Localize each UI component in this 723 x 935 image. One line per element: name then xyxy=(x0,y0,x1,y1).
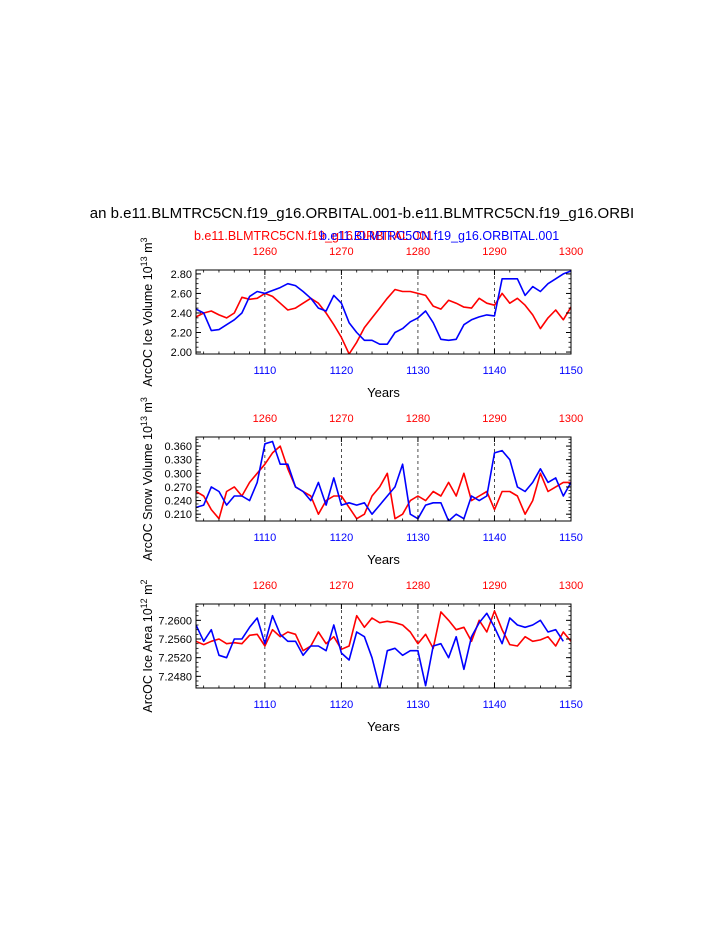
y-label-part: ArcOC Ice Area 10 xyxy=(141,608,155,712)
x-tick-label-top: 1290 xyxy=(482,246,506,258)
x-tick-label-bottom: 1150 xyxy=(559,699,583,711)
x-tick-label-bottom: 1150 xyxy=(559,532,583,544)
y-tick-label: 0.330 xyxy=(164,455,192,467)
series-line-blue xyxy=(196,440,571,521)
x-tick-label-top: 1300 xyxy=(559,246,583,258)
x-tick-label-top: 1280 xyxy=(406,413,430,425)
x-tick-label-bottom: 1120 xyxy=(330,532,354,544)
x-tick-label-bottom: 1110 xyxy=(253,532,276,544)
x-tick-label-top: 1270 xyxy=(329,580,353,592)
y-label-exponent: 3 xyxy=(139,237,149,242)
y-label-part: m xyxy=(141,584,155,598)
chart-title: an b.e11.BLMTRC5CN.f19_g16.ORBITAL.001-b… xyxy=(90,205,634,222)
x-axis-label: Years xyxy=(367,552,400,567)
x-tick-label-bottom: 1140 xyxy=(483,365,507,377)
y-tick-label: 2.60 xyxy=(171,288,192,300)
y-tick-label: 0.240 xyxy=(164,496,192,508)
y-tick-label: 2.40 xyxy=(171,308,192,320)
y-tick-label: 2.00 xyxy=(171,347,192,359)
x-tick-label-bottom: 1110 xyxy=(253,699,276,711)
series-line-red xyxy=(196,288,571,354)
x-tick-label-bottom: 1140 xyxy=(483,699,507,711)
y-tick-label: 0.270 xyxy=(164,482,192,494)
x-tick-label-top: 1290 xyxy=(482,580,506,592)
plot-frame xyxy=(195,603,572,689)
y-label-exponent: 2 xyxy=(139,579,149,584)
y-tick-label: 7.2560 xyxy=(158,634,192,646)
y-label-exponent: 12 xyxy=(139,598,149,608)
y-tick-label: 7.2520 xyxy=(158,653,192,665)
series-line-blue xyxy=(196,612,564,688)
series-line-red xyxy=(196,445,571,520)
x-tick-label-top: 1290 xyxy=(482,413,506,425)
y-label-exponent: 13 xyxy=(139,416,149,426)
x-tick-label-bottom: 1130 xyxy=(406,699,430,711)
y-tick-label: 2.80 xyxy=(171,269,192,281)
x-tick-label-bottom: 1130 xyxy=(406,532,430,544)
x-tick-label-top: 1300 xyxy=(559,413,583,425)
panel-3: 7.2480 7.2520 7.2560 7.2600 1110 1260 1120 1270… xyxy=(139,579,583,734)
x-tick-label-top: 1300 xyxy=(559,580,583,592)
series-line-red xyxy=(196,610,571,652)
y-axis-label: ArcOC Snow Volume 1013 m3 xyxy=(139,397,155,561)
series-line-blue xyxy=(196,270,571,346)
x-tick-label-bottom: 1110 xyxy=(253,365,276,377)
x-tick-label-bottom: 1120 xyxy=(330,365,354,377)
x-tick-label-top: 1270 xyxy=(329,246,353,258)
y-tick-label: 2.20 xyxy=(171,328,192,340)
y-label-part: m xyxy=(141,402,155,416)
x-axis-label: Years xyxy=(367,385,400,400)
plot-frame xyxy=(195,436,572,522)
subtitle-blue: b.e11.BLMTRC5CN.f19_g16.ORBITAL.001 xyxy=(320,229,559,243)
panel-1: 2.00 2.20 2.40 2.60 2.80 1110 1260 1120 1270 1130… xyxy=(139,237,583,400)
x-tick-label-top: 1260 xyxy=(253,246,277,258)
y-label-exponent: 13 xyxy=(139,256,149,266)
x-tick-label-top: 1270 xyxy=(329,413,353,425)
y-axis-label: ArcOC Ice Area 1012 m2 xyxy=(139,579,155,712)
x-axis-label: Years xyxy=(367,719,400,734)
chart-panels: 2.00 2.20 2.40 2.60 2.80 1110 1260 1120 1270 1130… xyxy=(139,237,583,734)
y-axis-label: ArcOC Ice Volume 1013 m3 xyxy=(139,237,155,386)
x-tick-label-top: 1280 xyxy=(406,580,430,592)
x-tick-label-top: 1280 xyxy=(406,246,430,258)
y-label-exponent: 3 xyxy=(139,397,149,402)
y-tick-label: 0.300 xyxy=(164,468,192,480)
x-tick-label-top: 1260 xyxy=(253,580,277,592)
y-label-part: m xyxy=(141,242,155,256)
y-label-part: ArcOC Ice Volume 10 xyxy=(141,266,155,386)
plot-frame xyxy=(195,269,572,355)
y-tick-label: 7.2480 xyxy=(158,671,192,683)
y-label-part: ArcOC Snow Volume 10 xyxy=(141,426,155,561)
y-tick-label: 7.2600 xyxy=(158,615,192,627)
x-tick-label-bottom: 1150 xyxy=(559,365,583,377)
x-tick-label-top: 1260 xyxy=(253,413,277,425)
subtitle-red: b.e11.BLMTRC5CN.f19_g16.ORBITAL.001 xyxy=(194,229,433,243)
x-tick-label-bottom: 1120 xyxy=(330,699,354,711)
y-tick-label: 0.210 xyxy=(164,509,192,521)
x-tick-label-bottom: 1130 xyxy=(406,365,430,377)
x-tick-label-bottom: 1140 xyxy=(483,532,507,544)
y-tick-label: 0.360 xyxy=(164,441,192,453)
